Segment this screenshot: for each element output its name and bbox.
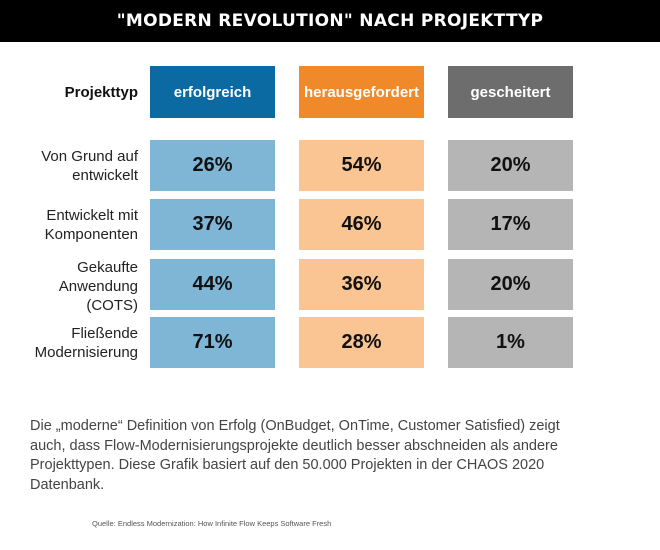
column-header-erfolgreich: erfolgreich xyxy=(150,66,275,118)
cell-komponenten-herausgefordert: 46% xyxy=(299,199,424,250)
cell-von-grund-auf-erfolgreich: 26% xyxy=(150,140,275,191)
row-header-label: Projekttyp xyxy=(64,83,138,101)
footnote-text: Die „moderne“ Definition von Erfolg (OnB… xyxy=(30,418,560,493)
column-header-gescheitert: gescheitert xyxy=(448,66,573,118)
cell-cots-herausgefordert: 36% xyxy=(299,259,424,310)
column-header-herausgefordert: herausgefordert xyxy=(299,66,424,118)
cell-modernisierung-herausgefordert: 28% xyxy=(299,317,424,368)
cell-modernisierung-erfolgreich: 71% xyxy=(150,317,275,368)
row-label-komponenten: Entwickelt mit Komponenten xyxy=(44,206,138,243)
cell-cots-erfolgreich: 44% xyxy=(150,259,275,310)
cell-cots-gescheitert: 20% xyxy=(448,259,573,310)
cell-modernisierung-gescheitert: 1% xyxy=(448,317,573,368)
cell-komponenten-gescheitert: 17% xyxy=(448,199,573,250)
row-label-cots: Gekaufte Anwendung (COTS) xyxy=(58,259,138,314)
cell-von-grund-auf-gescheitert: 20% xyxy=(448,140,573,191)
cell-komponenten-erfolgreich: 37% xyxy=(150,199,275,250)
chart-title: "MODERN REVOLUTION" NACH PROJEKTTYP xyxy=(0,0,660,42)
row-label-von-grund-auf: Von Grund auf entwickelt xyxy=(41,147,138,184)
cell-von-grund-auf-herausgefordert: 54% xyxy=(299,140,424,191)
row-label-modernisierung: Fließende Modernisierung xyxy=(34,324,138,361)
source-citation: Quelle: Endless Modernization: How Infin… xyxy=(92,519,332,528)
